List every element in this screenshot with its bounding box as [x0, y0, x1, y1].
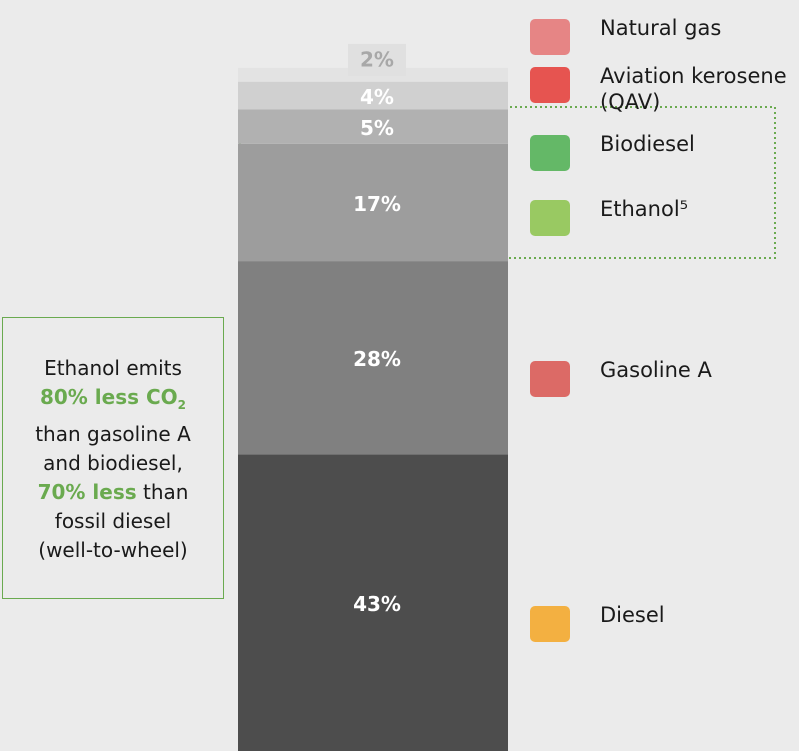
legend-label: Diesel — [600, 603, 665, 627]
legend-icon — [530, 19, 570, 55]
value-label: 5% — [360, 116, 394, 140]
annotation: Ethanol emits 80% less CO2 than gasoline… — [2, 317, 224, 599]
legend-label: Ethanol⁵ — [600, 197, 689, 221]
value-label: 2% — [360, 47, 394, 71]
legend-icon — [530, 606, 570, 642]
annotation-subscript: 2 — [177, 398, 187, 412]
value-label: 28% — [353, 347, 401, 371]
value-label: 4% — [360, 85, 394, 109]
bar-segment — [238, 143, 508, 262]
bar-segment — [238, 81, 508, 110]
value-label: 43% — [353, 592, 401, 616]
annotation-text: fossil diesel — [54, 509, 172, 533]
bar-segment — [238, 454, 508, 751]
legend-label: Natural gas — [600, 16, 722, 40]
legend-icon — [530, 200, 570, 236]
legend-icon — [530, 67, 570, 103]
annotation-highlight: 70% less — [37, 480, 137, 504]
bar-segment — [238, 261, 508, 455]
legend-label: Gasoline A — [600, 358, 712, 382]
legend-icon — [530, 361, 570, 397]
annotation-text: and biodiesel, — [43, 451, 183, 475]
legend-label: Aviation kerosene (QAV) — [600, 64, 787, 114]
annotation-text: than gasoline A — [35, 422, 191, 446]
legend-icon — [530, 135, 570, 171]
legend-label: Biodiesel — [600, 132, 695, 156]
value-label: 17% — [353, 192, 401, 216]
bar-segment — [238, 109, 508, 144]
annotation-text: than — [142, 480, 189, 504]
label-bg — [348, 43, 406, 76]
annotation-text: Ethanol emits — [44, 356, 182, 380]
annotation-text: (well-to-wheel) — [38, 538, 188, 562]
annotation-highlight: 80% less CO — [39, 385, 178, 409]
